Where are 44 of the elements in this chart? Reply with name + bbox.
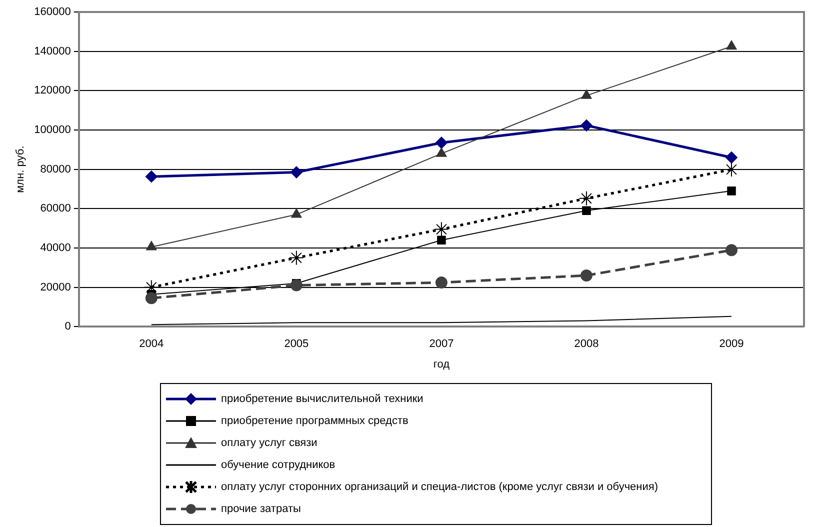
point <box>580 269 592 282</box>
x-tick-label: 2004 <box>139 338 164 350</box>
legend-label: прочие затраты <box>221 503 301 515</box>
point <box>146 240 157 250</box>
legend-label: приобретение вычислительной техники <box>221 393 424 405</box>
point <box>435 136 448 149</box>
point <box>291 208 302 218</box>
y-tick-label: 160000 <box>34 6 71 18</box>
point <box>145 292 158 304</box>
x-axis-title: год <box>433 358 450 370</box>
legend-label: приобретение программных средств <box>221 415 408 427</box>
x-tick-label: 2009 <box>719 338 744 350</box>
legend-label: обучение сотрудников <box>221 459 336 471</box>
point <box>434 222 449 237</box>
point <box>725 152 738 164</box>
point <box>288 250 304 266</box>
point <box>290 166 302 178</box>
x-tick-label: 2007 <box>429 338 454 350</box>
y-tick-label: 40000 <box>40 242 71 254</box>
point <box>435 276 448 289</box>
y-tick-label: 80000 <box>40 163 71 176</box>
point <box>580 119 592 132</box>
point <box>145 170 158 183</box>
point <box>581 90 592 99</box>
y-tick-label: 20000 <box>40 281 71 294</box>
point <box>582 206 591 215</box>
y-tick-label: 0 <box>64 320 71 333</box>
y-axis-title: млн. руб. <box>14 146 27 193</box>
point <box>725 244 738 256</box>
point <box>144 280 159 295</box>
point <box>436 148 447 157</box>
point <box>437 236 446 244</box>
point <box>578 190 594 206</box>
x-tick-label: 2005 <box>284 338 309 350</box>
y-tick-label: 140000 <box>34 45 71 58</box>
legend-label: оплату услуг связи <box>221 437 318 449</box>
point <box>290 279 302 292</box>
y-tick-label: 60000 <box>40 202 71 215</box>
y-tick-label: 120000 <box>34 84 71 97</box>
y-tick-label: 100000 <box>34 124 71 136</box>
point <box>726 40 737 50</box>
x-tick-label: 2008 <box>574 338 599 350</box>
legend-label: оплату услуг сторонних организаций и специа-листов (кроме услуг связи и обучения) <box>221 481 658 493</box>
point <box>727 186 736 196</box>
